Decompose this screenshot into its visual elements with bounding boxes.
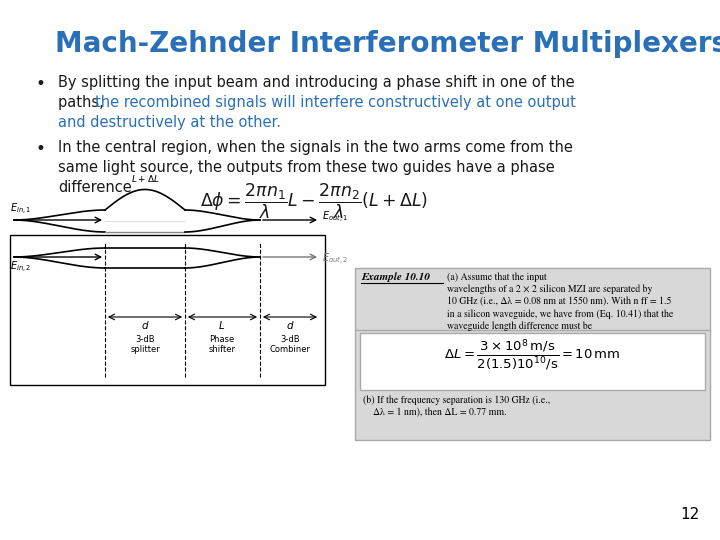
Text: Phase
shifter: Phase shifter bbox=[209, 335, 235, 354]
Text: difference: difference bbox=[58, 180, 132, 195]
Text: (a) Assume that the input
wavelengths of a 2 × 2 silicon MZI are separated by
10: (a) Assume that the input wavelengths of… bbox=[447, 272, 673, 331]
Text: (b) If the frequency separation is 130 GHz (i.e.,
    Δλ = 1 nm), then ΔL = 0.77: (b) If the frequency separation is 130 G… bbox=[363, 395, 550, 417]
Text: $E_{out,1}$: $E_{out,1}$ bbox=[322, 210, 348, 225]
Text: $\Delta\phi = \dfrac{2\pi n_1}{\lambda}L - \dfrac{2\pi n_2}{\lambda}(L + \Delta : $\Delta\phi = \dfrac{2\pi n_1}{\lambda}L… bbox=[200, 182, 428, 221]
Text: $E_{in,2}$: $E_{in,2}$ bbox=[10, 260, 32, 275]
Text: 3-dB
Combiner: 3-dB Combiner bbox=[269, 335, 310, 354]
Text: $\Delta L = \dfrac{3\times10^8\,\mathrm{m/s}}{2(1.5)10^{10}/\mathrm{s}} = 10\,\m: $\Delta L = \dfrac{3\times10^8\,\mathrm{… bbox=[444, 337, 621, 372]
Text: and destructively at the other.: and destructively at the other. bbox=[58, 115, 281, 130]
Text: 3-dB
splitter: 3-dB splitter bbox=[130, 335, 160, 354]
Text: same light source, the outputs from these two guides have a phase: same light source, the outputs from thes… bbox=[58, 160, 554, 175]
Text: d: d bbox=[287, 321, 293, 332]
Text: By splitting the input beam and introducing a phase shift in one of the: By splitting the input beam and introduc… bbox=[58, 75, 575, 90]
Text: 12: 12 bbox=[680, 507, 700, 522]
Text: the recombined signals will interfere constructively at one output: the recombined signals will interfere co… bbox=[95, 95, 576, 110]
Text: d: d bbox=[142, 321, 148, 332]
Text: •: • bbox=[35, 140, 45, 158]
FancyBboxPatch shape bbox=[355, 268, 710, 440]
FancyBboxPatch shape bbox=[360, 333, 705, 390]
Text: In the central region, when the signals in the two arms come from the: In the central region, when the signals … bbox=[58, 140, 573, 155]
Text: $E_{in,1}$: $E_{in,1}$ bbox=[10, 202, 32, 217]
Text: $E_{out,2}$: $E_{out,2}$ bbox=[322, 252, 348, 267]
Text: paths,: paths, bbox=[58, 95, 109, 110]
Text: L: L bbox=[219, 321, 225, 332]
Text: Example 10.10: Example 10.10 bbox=[361, 272, 430, 281]
Bar bbox=[10, 235, 325, 385]
Text: $L+\Delta L$: $L+\Delta L$ bbox=[130, 173, 159, 184]
Text: Mach-Zehnder Interferometer Multiplexers: Mach-Zehnder Interferometer Multiplexers bbox=[55, 30, 720, 58]
Text: •: • bbox=[35, 75, 45, 93]
